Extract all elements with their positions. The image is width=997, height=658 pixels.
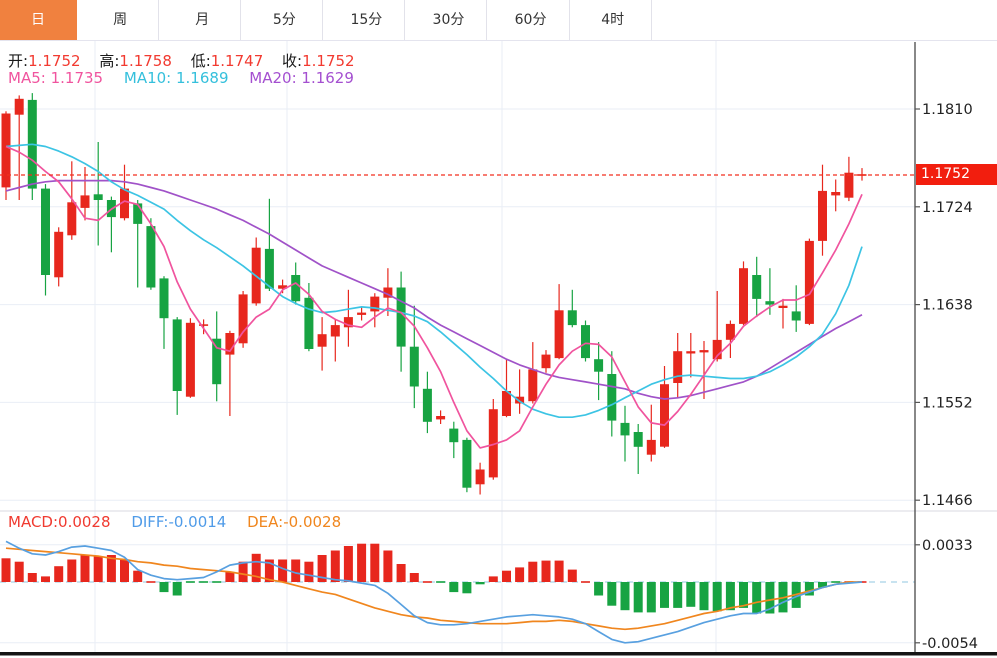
svg-text:0.0033: 0.0033	[922, 538, 973, 554]
tab-month[interactable]: 月	[164, 0, 242, 40]
low-label: 低:	[190, 52, 211, 70]
svg-text:-0.0054: -0.0054	[922, 636, 978, 652]
candles	[1, 93, 867, 495]
ma-readout: MA5: 1.1735 MA10: 1.1689 MA20: 1.1629	[8, 69, 354, 87]
macd-value: MACD:0.0028	[8, 513, 111, 531]
dea-value: DEA:-0.0028	[247, 513, 342, 531]
ohlc-readout: 开:1.1752 高:1.1758 低:1.1747 收:1.1752	[8, 50, 369, 71]
tab-day[interactable]: 日	[0, 0, 77, 40]
open-label: 开:	[8, 52, 29, 70]
tab-30min[interactable]: 30分	[410, 0, 488, 40]
ma20-readout: MA20: 1.1629	[249, 69, 354, 87]
candlestick-macd-chart[interactable]: 1.1810 1.1724 1.1638 1.1552 1.1466 0.0033 -0.0…	[0, 41, 997, 658]
macd-readout: MACD:0.0028 DIFF:-0.0014 DEA:-0.0028	[8, 513, 341, 531]
tab-15min[interactable]: 15分	[328, 0, 406, 40]
close-value: 1.1752	[302, 52, 355, 70]
svg-text:1.1724: 1.1724	[922, 200, 973, 216]
ma10-readout: MA10: 1.1689	[123, 69, 229, 87]
tab-60min[interactable]: 60分	[493, 0, 570, 40]
timeframe-tabbar: 日 周 月 5分 15分 30分 60分 4时	[0, 0, 997, 41]
high-value: 1.1758	[119, 52, 172, 70]
tab-4hour[interactable]: 4时	[575, 0, 652, 40]
ma5-readout: MA5: 1.1735	[8, 69, 104, 87]
svg-text:1.1810: 1.1810	[922, 102, 973, 118]
chart-area[interactable]: 1.1810 1.1724 1.1638 1.1552 1.1466 0.0033 -0.0…	[0, 41, 997, 658]
high-label: 高:	[99, 52, 120, 70]
diff-value: DIFF:-0.0014	[131, 513, 227, 531]
current-price-tag: 1.1752	[916, 164, 997, 185]
tab-week[interactable]: 周	[82, 0, 160, 40]
close-label: 收:	[282, 52, 303, 70]
svg-text:1.1466: 1.1466	[922, 493, 973, 509]
svg-text:1.1552: 1.1552	[922, 395, 973, 411]
macd-histogram	[1, 543, 867, 614]
open-value: 1.1752	[28, 52, 81, 70]
svg-text:1.1638: 1.1638	[922, 298, 973, 314]
low-value: 1.1747	[210, 52, 264, 70]
tab-5min[interactable]: 5分	[246, 0, 324, 40]
